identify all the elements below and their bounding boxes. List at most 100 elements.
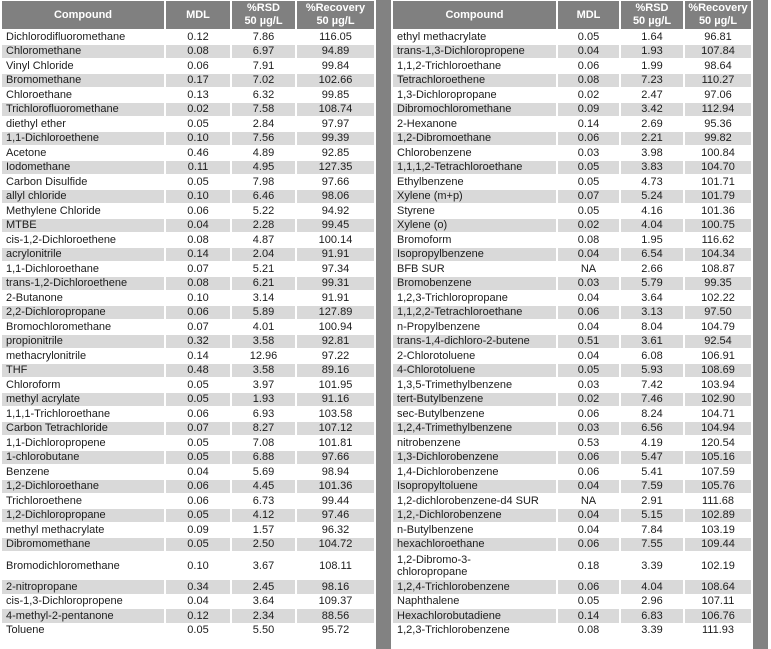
compound-name: Bromochloromethane <box>6 320 112 333</box>
compound-cell: 1,1,2,2-Tetrachloroethane <box>393 305 556 319</box>
compound-name: n-Propylbenzene <box>397 320 481 333</box>
table-row: THF 0.48 3.58 89.16 <box>2 363 374 377</box>
mdl-cell: 0.07 <box>558 189 619 203</box>
compound-cell: 1,3-Dichloropropane <box>393 88 556 102</box>
recovery-cell: 98.64 <box>685 59 751 73</box>
rsd-cell: 5.89 <box>232 305 295 319</box>
mdl-cell: 0.03 <box>558 276 619 290</box>
compound-cell: 4-methyl-2-pentanone <box>2 609 164 623</box>
compound-name: Iodomethane <box>6 161 71 174</box>
rsd-cell: 3.39 <box>621 552 683 579</box>
table-row: 2,2-Dichloropropane 0.06 5.89 127.89 <box>2 305 374 319</box>
rsd-cell: 3.83 <box>621 160 683 174</box>
rsd-cell: 8.27 <box>232 421 295 435</box>
rsd-cell: 2.91 <box>621 494 683 508</box>
recovery-cell: 110.27 <box>685 73 751 87</box>
rsd-cell: 3.67 <box>232 552 295 579</box>
rsd-cell: 6.32 <box>232 88 295 102</box>
mdl-cell: 0.05 <box>558 175 619 189</box>
compound-name: 1,1,2,2-Tetrachloroethane <box>397 306 523 319</box>
compound-cell: 1-chlorobutane <box>2 450 164 464</box>
mdl-cell: 0.08 <box>558 623 619 637</box>
rsd-cell: 4.01 <box>232 320 295 334</box>
recovery-cell: 104.34 <box>685 247 751 261</box>
rsd-cell: 7.08 <box>232 436 295 450</box>
compound-name: Toluene <box>6 624 45 637</box>
recovery-cell: 107.12 <box>297 421 374 435</box>
recovery-cell: 98.06 <box>297 189 374 203</box>
mdl-cell: 0.04 <box>558 479 619 493</box>
mdl-cell: 0.06 <box>166 305 230 319</box>
table-row: 1,2-Dichloropropane 0.05 4.12 97.46 <box>2 508 374 522</box>
mdl-cell: 0.05 <box>558 160 619 174</box>
mdl-cell: 0.05 <box>166 537 230 551</box>
compound-name: Carbon Tetrachloride <box>6 422 108 435</box>
compound-name: Vinyl Chloride <box>6 59 74 72</box>
table-row: Styrene 0.05 4.16 101.36 <box>393 204 751 218</box>
rsd-cell: 7.02 <box>232 73 295 87</box>
rsd-cell: 5.47 <box>621 450 683 464</box>
rsd-cell: 3.42 <box>621 102 683 116</box>
recovery-cell: 106.76 <box>685 609 751 623</box>
mdl-cell: 0.05 <box>558 204 619 218</box>
recovery-cell: 95.36 <box>685 117 751 131</box>
rsd-cell: 7.42 <box>621 378 683 392</box>
mdl-cell: 0.04 <box>166 218 230 232</box>
table-row: 1-chlorobutane 0.05 6.88 97.66 <box>2 450 374 464</box>
recovery-cell: 94.92 <box>297 204 374 218</box>
compound-name: Chlorobenzene <box>397 146 472 159</box>
table-row: acrylonitrile 0.14 2.04 91.91 <box>2 247 374 261</box>
compound-cell: 1,2-Dibromoethane <box>393 131 556 145</box>
table-row: allyl chloride 0.10 6.46 98.06 <box>2 189 374 203</box>
rsd-cell: 3.58 <box>232 334 295 348</box>
compound-name: Carbon Disulfide <box>6 175 88 188</box>
table-row: 1,3-Dichlorobenzene 0.06 5.47 105.16 <box>393 450 751 464</box>
compound-name: 1,2-Dichloroethane <box>6 480 99 493</box>
recovery-cell: 91.91 <box>297 247 374 261</box>
mdl-cell: 0.04 <box>558 320 619 334</box>
recovery-cell: 108.64 <box>685 580 751 594</box>
mdl-cell: 0.06 <box>558 131 619 145</box>
mdl-cell: 0.12 <box>166 609 230 623</box>
compound-name: THF <box>6 364 28 377</box>
compound-name: Trichloroethene <box>6 494 83 507</box>
compound-name: 2-Butanone <box>6 291 63 304</box>
right-compound-table: Compound MDL %RSD 50 µg/L %Recovery 50 µ… <box>391 0 753 638</box>
rsd-cell: 7.86 <box>232 30 295 44</box>
compound-cell: trans-1,4-dichloro-2-butene <box>393 334 556 348</box>
recovery-cell: 105.16 <box>685 450 751 464</box>
rsd-cell: 1.93 <box>232 392 295 406</box>
compound-name: Naphthalene <box>397 595 460 608</box>
column-header-rsd: %RSD 50 µg/L <box>621 1 683 29</box>
table-row: 1,3,5-Trimethylbenzene 0.03 7.42 103.94 <box>393 378 751 392</box>
recovery-cell: 101.71 <box>685 175 751 189</box>
mdl-cell: 0.05 <box>166 508 230 522</box>
compound-cell: Trichlorofluoromethane <box>2 102 164 116</box>
mdl-cell: 0.05 <box>166 117 230 131</box>
table-row: Bromodichloromethane 0.10 3.67 108.11 <box>2 552 374 579</box>
compound-name: 1,2,-Dichlorobenzene <box>397 509 502 522</box>
table-row: trans-1,2-Dichloroethene 0.08 6.21 99.31 <box>2 276 374 290</box>
compound-cell: methyl methacrylate <box>2 523 164 537</box>
table-row: 1,2,-Dichlorobenzene 0.04 5.15 102.89 <box>393 508 751 522</box>
recovery-cell: 89.16 <box>297 363 374 377</box>
compound-name: hexachloroethane <box>397 538 485 551</box>
compound-name: 1,2,3-Trichloropropane <box>397 291 508 304</box>
recovery-cell: 97.50 <box>685 305 751 319</box>
recovery-cell: 97.34 <box>297 262 374 276</box>
recovery-cell: 92.81 <box>297 334 374 348</box>
recovery-cell: 100.14 <box>297 233 374 247</box>
table-row: propionitrile 0.32 3.58 92.81 <box>2 334 374 348</box>
compound-cell: Bromodichloromethane <box>2 552 164 579</box>
compound-name: 4-Chlorotoluene <box>397 364 476 377</box>
table-row: 1,2-Dichloroethane 0.06 4.45 101.36 <box>2 479 374 493</box>
table-row: 1,4-Dichlorobenzene 0.06 5.41 107.59 <box>393 465 751 479</box>
compound-name: trans-1,3-Dichloropropene <box>397 45 525 58</box>
recovery-cell: 99.84 <box>297 59 374 73</box>
rsd-cell: 8.04 <box>621 320 683 334</box>
compound-name: 1,2-Dibromoethane <box>397 132 492 145</box>
compound-name: 1,2-Dibromo-3-chloropropane <box>397 553 471 578</box>
compound-name: trans-1,2-Dichloroethene <box>6 277 128 290</box>
compound-name: cis-1,3-Dichloropropene <box>6 595 123 608</box>
mdl-cell: 0.06 <box>166 494 230 508</box>
